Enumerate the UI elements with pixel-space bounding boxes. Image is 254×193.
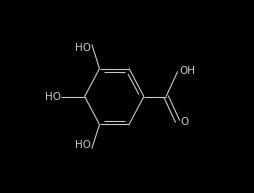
Text: HO: HO: [74, 140, 90, 150]
Text: O: O: [179, 117, 187, 127]
Text: OH: OH: [179, 66, 195, 76]
Text: HO: HO: [74, 43, 90, 53]
Text: HO: HO: [44, 91, 60, 102]
